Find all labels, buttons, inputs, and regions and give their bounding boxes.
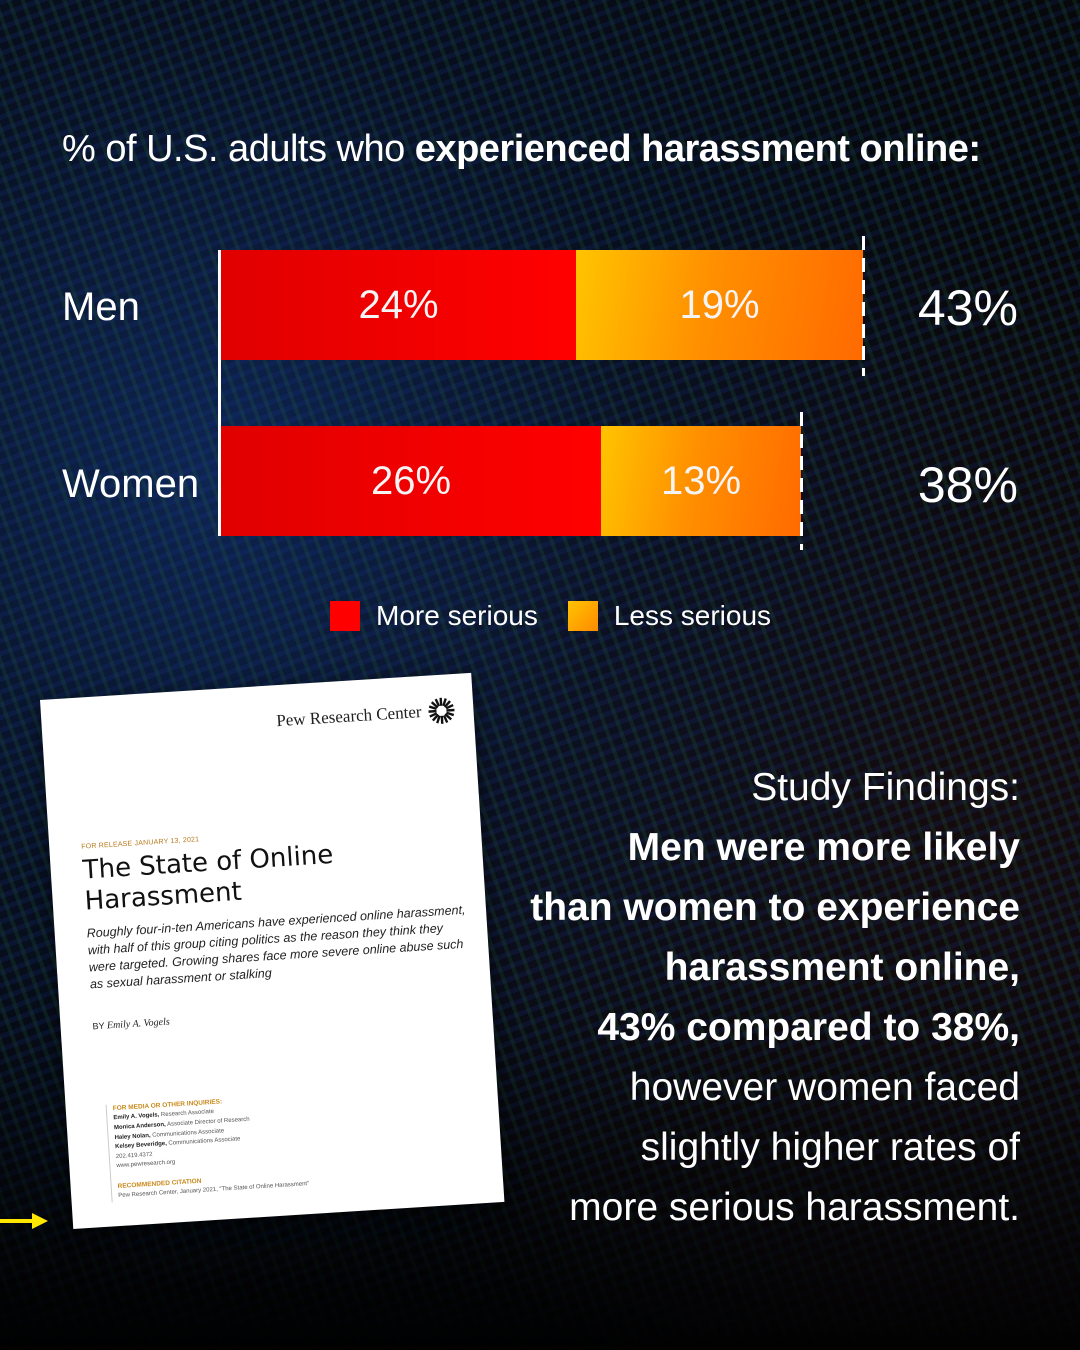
- chart-title: % of U.S. adults who experienced harassm…: [62, 128, 981, 171]
- report-cover-image: Pew Research Center FOR RELEASE JANUARY …: [40, 672, 505, 1229]
- chart-title-bold: experienced harassment online:: [414, 128, 981, 170]
- legend-label-more-serious: More serious: [376, 600, 538, 631]
- bar-women-less-serious: 13%: [601, 426, 801, 536]
- report-summary: Roughly four-in-ten Americans have exper…: [86, 902, 466, 992]
- findings-line: however women faced: [629, 1066, 1020, 1109]
- total-men: 43%: [917, 280, 1018, 336]
- findings-line: 43% compared to 38%,: [597, 1006, 1020, 1049]
- findings-line: than women to experience: [530, 886, 1020, 929]
- bar-women-total-marker: [800, 412, 803, 550]
- report-contacts: FOR MEDIA OR OTHER INQUIRIES: Emily A. V…: [105, 1085, 419, 1203]
- byline-author: Emily A. Vogels: [106, 1016, 171, 1032]
- findings-line: more serious harassment.: [569, 1186, 1020, 1229]
- byline-label: BY: [92, 1020, 105, 1032]
- total-women: 38%: [917, 457, 1018, 513]
- findings-line: slightly higher rates of: [640, 1126, 1020, 1169]
- pew-logo: Pew Research Center: [276, 696, 457, 735]
- findings-heading: Study Findings:: [751, 766, 1020, 809]
- chart-title-plain: % of U.S. adults who: [62, 128, 405, 170]
- pew-logo-text: Pew Research Center: [275, 702, 423, 731]
- legend-item-more-serious: More serious: [330, 600, 538, 632]
- bar-men-total-marker: [862, 236, 865, 376]
- chart-axis-line: [218, 250, 221, 536]
- study-findings: Study Findings: Men were more likely tha…: [460, 758, 1020, 1238]
- row-label-men: Men: [62, 285, 140, 329]
- arrow-right-icon: [0, 1213, 48, 1229]
- pew-sunburst-icon: [428, 697, 455, 724]
- bar-women: 26% 13%: [221, 426, 801, 536]
- report-byline: BY Emily A. Vogels: [92, 1017, 170, 1033]
- row-label-women: Women: [62, 462, 200, 506]
- bar-men-more-serious: 24%: [221, 250, 576, 360]
- bar-women-more-serious: 26%: [221, 426, 601, 536]
- legend-swatch-more-serious: [330, 601, 360, 631]
- legend-label-less-serious: Less serious: [613, 600, 772, 631]
- bar-men: 24% 19%: [221, 250, 863, 360]
- findings-line: harassment online,: [664, 946, 1020, 989]
- legend-item-less-serious: Less serious: [567, 600, 772, 632]
- findings-line: Men were more likely: [627, 826, 1020, 869]
- bar-men-less-serious: 19%: [576, 250, 863, 360]
- chart-legend: More serious Less serious: [330, 600, 801, 632]
- legend-swatch-less-serious: [567, 601, 598, 631]
